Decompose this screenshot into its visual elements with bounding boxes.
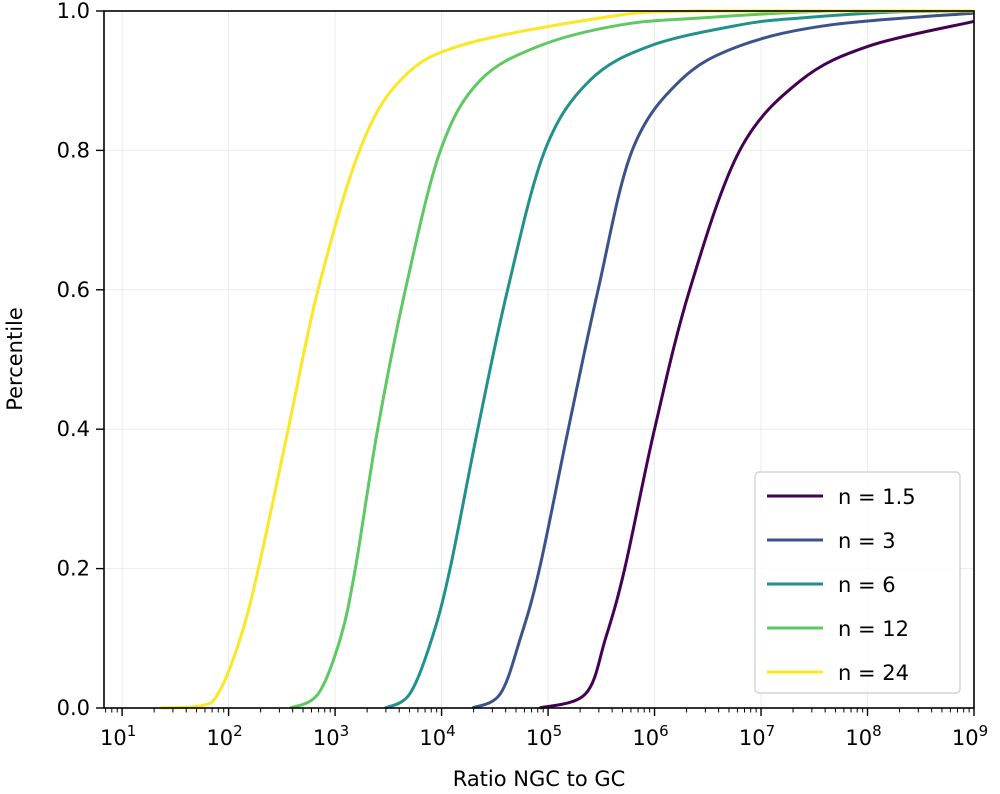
grid (104, 10, 975, 709)
x-tick-label: 109 (952, 722, 988, 750)
legend-label: n = 1.5 (838, 485, 916, 509)
y-tick-label: 0.2 (57, 557, 90, 581)
legend-label: n = 3 (838, 529, 896, 553)
plot-frame (103, 10, 975, 709)
x-tick-label: 107 (739, 722, 775, 750)
x-tick-label: 108 (845, 722, 881, 750)
legend: n = 1.5 n = 3 n = 6 n = 12 n = 24 (754, 471, 961, 694)
y-axis: 0.0 0.2 0.4 0.6 0.8 1.0 (57, 0, 104, 720)
series-line-1 (539, 19, 975, 710)
y-tick-label: 0.6 (57, 278, 90, 302)
legend-label: n = 12 (838, 617, 909, 641)
series-line-4 (289, 9, 974, 710)
legend-label: n = 6 (838, 573, 896, 597)
x-tick-label: 106 (632, 722, 668, 750)
legend-box (754, 471, 961, 694)
series-line-3 (384, 9, 975, 710)
y-tick-label: 0.0 (57, 696, 90, 720)
x-tick-label: 105 (526, 722, 562, 750)
y-tick-label: 1.0 (57, 0, 90, 23)
x-tick-label: 101 (100, 722, 136, 750)
x-axis-label: Ratio NGC to GC (453, 767, 626, 791)
x-tick-label: 104 (419, 722, 455, 750)
x-tick-label: 103 (313, 722, 349, 750)
x-tick-label: 102 (206, 722, 242, 750)
legend-label: n = 24 (838, 661, 909, 685)
x-axis: 101 102 103 104 105 106 107 108 109 (100, 708, 988, 750)
series-line-5 (160, 9, 974, 710)
y-tick-label: 0.8 (57, 138, 90, 162)
series-line-2 (471, 11, 975, 710)
y-axis-label: Percentile (3, 307, 27, 411)
series-lines (160, 9, 975, 710)
y-tick-label: 0.4 (57, 417, 90, 441)
